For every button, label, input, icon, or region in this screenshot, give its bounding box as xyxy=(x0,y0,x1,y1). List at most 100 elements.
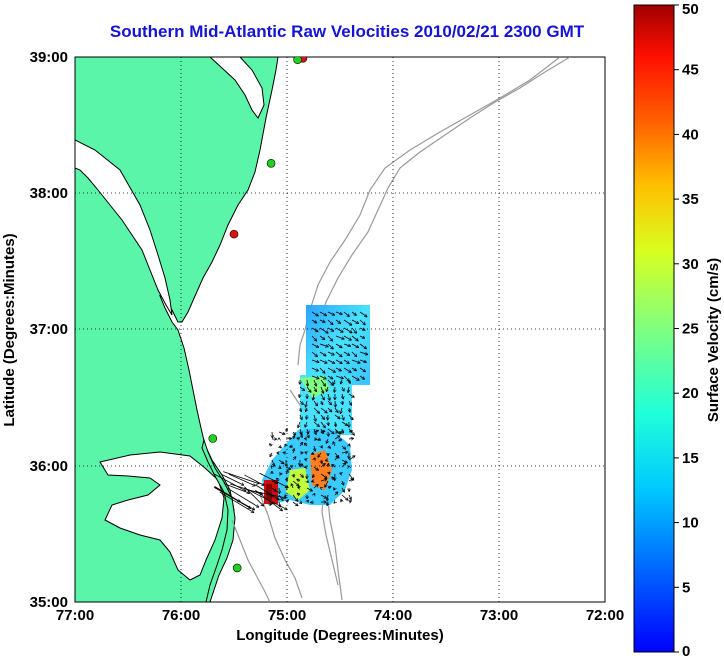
velocity-arrow xyxy=(341,421,347,425)
velocity-arrow xyxy=(320,386,323,393)
velocity-arrow xyxy=(213,473,245,490)
velocity-arrow xyxy=(311,359,319,362)
colorbar-tick-label: 40 xyxy=(682,126,699,143)
y-tick-35: 35:00 xyxy=(30,594,68,611)
velocity-arrow xyxy=(299,400,303,404)
radar-stations xyxy=(208,57,308,573)
velocity-arrow xyxy=(270,444,272,446)
velocity-arrow xyxy=(305,443,307,446)
velocity-arrow xyxy=(298,421,300,427)
velocity-arrow xyxy=(335,421,336,426)
velocity-arrow xyxy=(311,311,318,316)
velocity-arrow xyxy=(334,456,338,461)
velocity-arrow xyxy=(307,501,308,502)
velocity-arrow xyxy=(359,359,366,362)
station-marker xyxy=(266,158,276,168)
velocity-arrow xyxy=(300,502,301,503)
x-axis-label: Longitude (Degrees:Minutes) xyxy=(236,627,444,644)
velocity-arrow xyxy=(285,438,291,439)
velocity-arrow xyxy=(300,464,302,467)
y-tick-39: 39:00 xyxy=(30,49,68,66)
velocity-arrow xyxy=(285,466,290,469)
velocity-arrow xyxy=(311,375,319,378)
velocity-arrow xyxy=(349,379,350,383)
velocity-arrow xyxy=(343,311,349,316)
velocity-arrow xyxy=(320,393,324,399)
velocity-arrow xyxy=(343,335,351,340)
y-tick-36: 36:00 xyxy=(30,458,68,475)
velocity-arrow xyxy=(292,480,299,486)
velocity-arrow xyxy=(319,375,326,379)
velocity-arrow xyxy=(319,319,325,322)
pamlico-sound xyxy=(99,451,225,581)
colorbar-tick-label: 20 xyxy=(682,385,699,402)
map-title: Southern Mid-Atlantic Raw Velocities 201… xyxy=(109,22,585,41)
x-tick-75: 75:00 xyxy=(268,607,306,624)
velocity-arrow xyxy=(313,466,318,470)
velocity-vectors xyxy=(213,311,367,512)
velocity-arrow xyxy=(320,414,324,419)
velocity-arrow xyxy=(314,414,316,421)
velocity-arrow xyxy=(341,445,345,449)
velocity-arrow xyxy=(342,487,344,492)
velocity-arrow xyxy=(349,501,351,502)
colorbar-tick-label: 35 xyxy=(682,191,699,208)
station-marker xyxy=(208,434,218,443)
velocity-arrow xyxy=(351,359,360,363)
velocity-arrow xyxy=(327,311,334,315)
velocity-arrow xyxy=(334,488,335,490)
velocity-arrow xyxy=(307,481,308,482)
velocity-arrow xyxy=(341,452,348,453)
velocity-arrow xyxy=(306,400,307,407)
velocity-arrow xyxy=(328,472,330,474)
velocity-arrow xyxy=(359,351,367,354)
velocity-arrow xyxy=(348,456,355,461)
velocity-arrow xyxy=(341,463,345,468)
velocity-arrow xyxy=(270,452,272,456)
velocity-arrow xyxy=(319,367,325,373)
velocity-arrow xyxy=(348,400,351,405)
velocity-arrow xyxy=(227,488,259,507)
velocity-arrow xyxy=(321,459,322,463)
x-tick-73: 73:00 xyxy=(480,607,518,624)
velocity-arrow xyxy=(343,367,351,372)
colorbar xyxy=(633,4,675,653)
velocity-arrow xyxy=(341,379,342,383)
velocity-arrow xyxy=(320,379,325,386)
velocity-arrow xyxy=(298,494,300,495)
velocity-arrow xyxy=(299,473,303,477)
velocity-arrow xyxy=(311,367,318,371)
velocity-arrow xyxy=(299,431,302,437)
velocity-arrow xyxy=(335,351,342,357)
velocity-arrow xyxy=(332,465,336,467)
velocity-arrow xyxy=(327,501,328,505)
velocity-arrow xyxy=(327,343,333,349)
velocity-arrow xyxy=(342,414,344,420)
velocity-arrow xyxy=(326,386,328,391)
velocity-arrow xyxy=(279,467,281,468)
velocity-arrow xyxy=(351,327,356,333)
velocity-arrow xyxy=(221,474,243,485)
y-axis-label: Latitude (Degrees:Minutes) xyxy=(1,233,18,426)
velocity-arrow xyxy=(313,400,317,405)
velocity-arrow xyxy=(319,327,328,333)
velocity-arrow xyxy=(311,502,315,503)
x-tick-74: 74:00 xyxy=(374,607,412,624)
velocity-arrow xyxy=(351,343,358,347)
velocity-arrow xyxy=(290,446,294,447)
velocity-arrow xyxy=(314,458,315,460)
velocity-arrow xyxy=(349,494,351,499)
velocity-arrow xyxy=(311,319,316,323)
velocity-arrow xyxy=(334,407,338,412)
velocity-arrow xyxy=(327,428,334,434)
velocity-arrow xyxy=(293,431,295,435)
velocity-arrow xyxy=(359,311,367,317)
velocity-arrow xyxy=(292,494,298,501)
velocity-arrow xyxy=(311,343,318,347)
colorbar-tick-label: 5 xyxy=(682,579,690,596)
velocity-arrow xyxy=(321,446,322,447)
velocity-arrow xyxy=(333,379,335,384)
velocity-arrow xyxy=(343,343,350,346)
velocity-arrow xyxy=(359,343,366,348)
